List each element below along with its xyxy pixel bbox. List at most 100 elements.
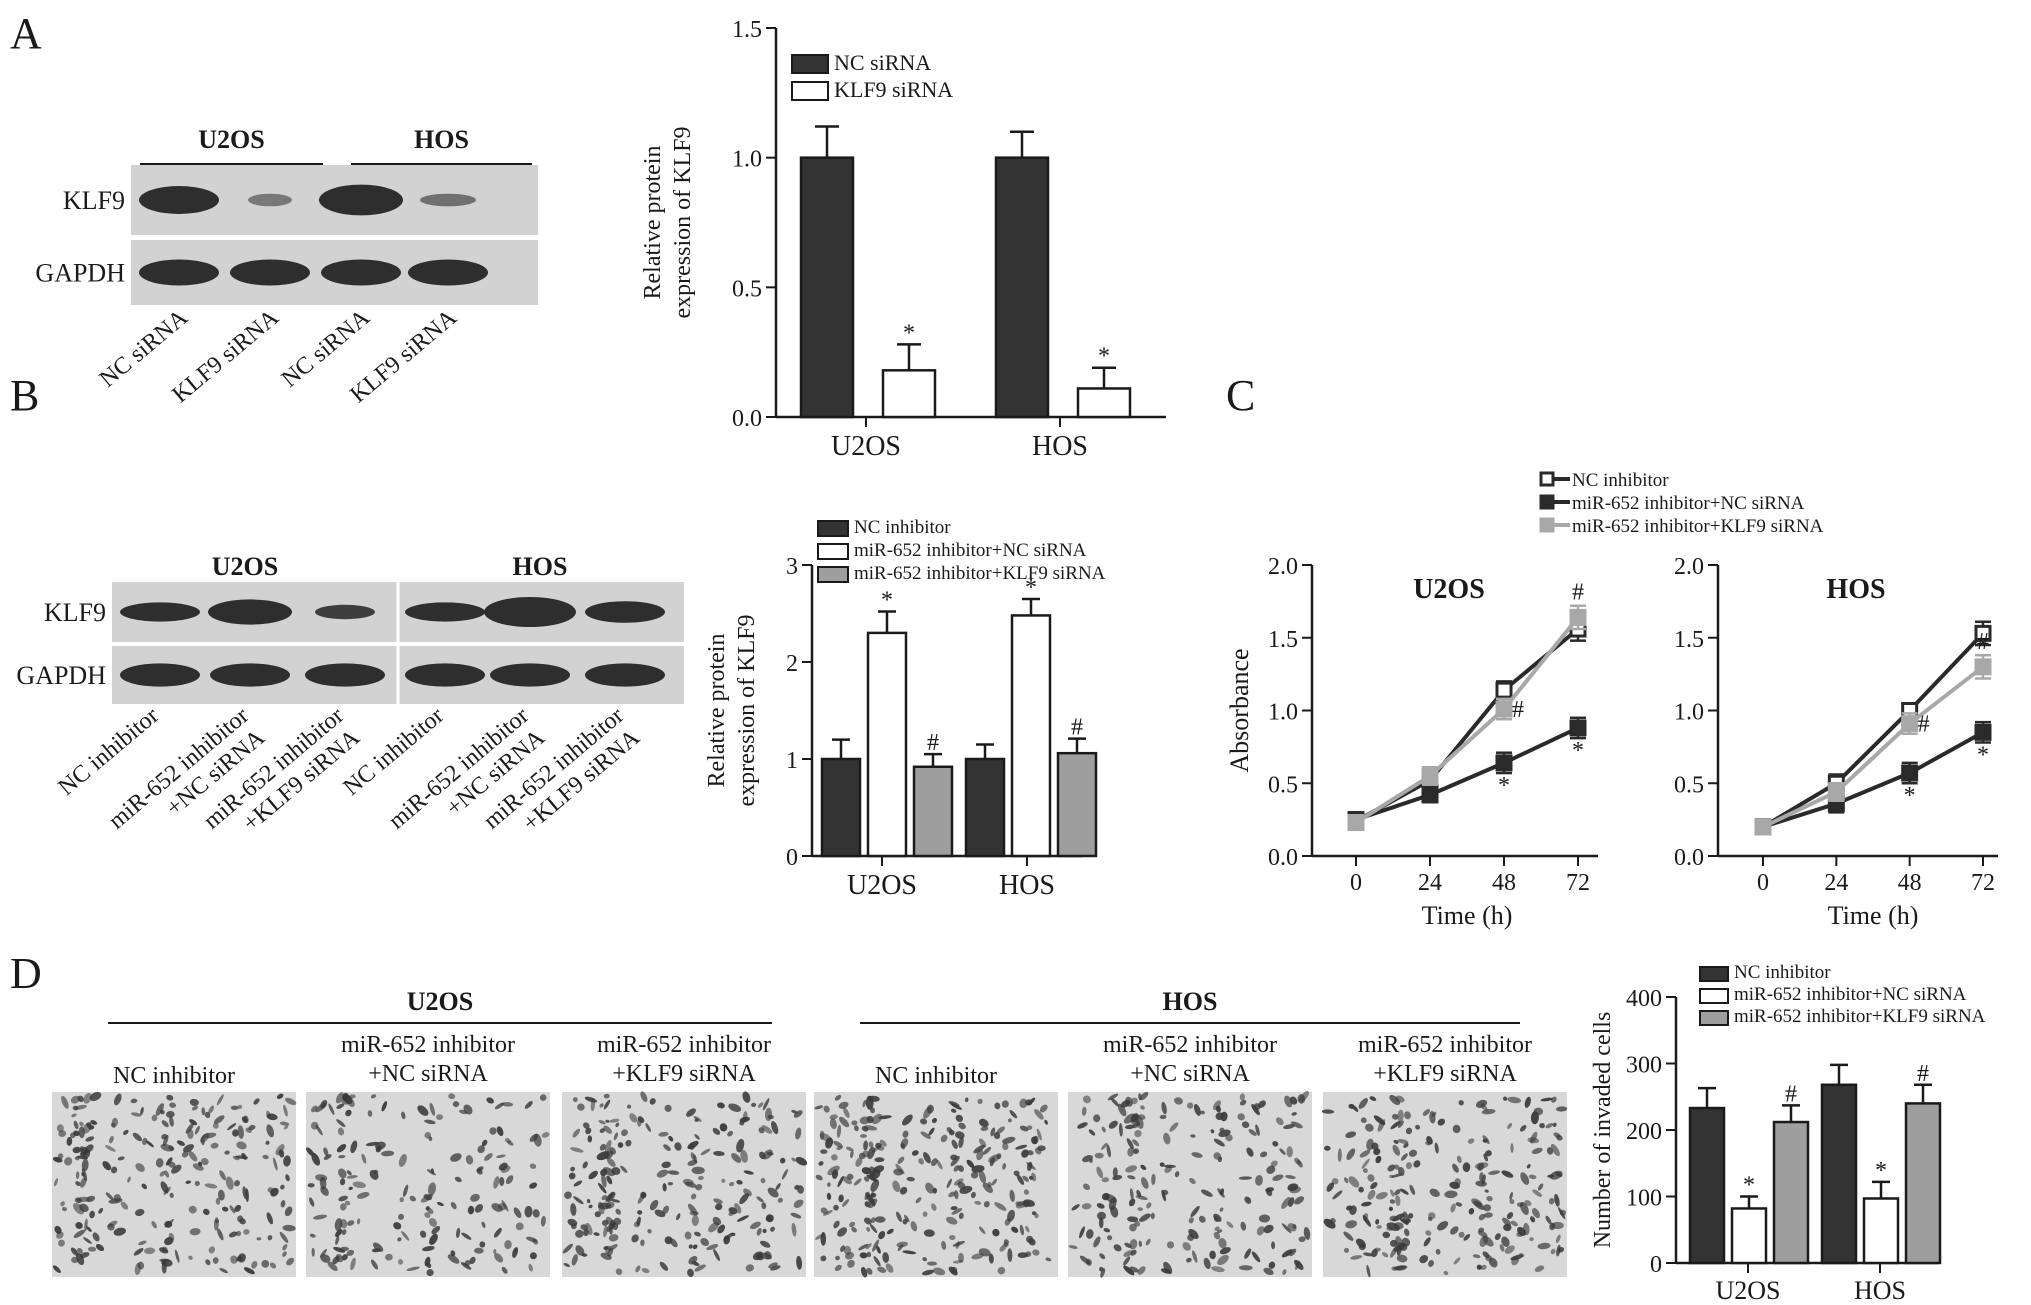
invaded-cell: [866, 1115, 874, 1124]
invaded-cell: [1190, 1134, 1196, 1138]
invaded-cell: [1238, 1176, 1252, 1180]
invaded-cell: [742, 1091, 751, 1103]
invaded-cell: [853, 1178, 862, 1186]
invaded-cell: [52, 1265, 61, 1274]
invaded-cell: [1163, 1261, 1173, 1275]
invaded-cell: [615, 1268, 623, 1275]
invaded-cell: [1126, 1138, 1134, 1150]
invaded-cell: [1241, 1121, 1250, 1129]
invaded-cell: [429, 1102, 436, 1116]
micrograph-label: NC inhibitor: [875, 1063, 997, 1089]
invaded-cell: [795, 1127, 802, 1140]
invaded-cell: [717, 1224, 726, 1234]
invaded-cell: [1218, 1129, 1231, 1138]
invaded-cell: [163, 1186, 171, 1196]
invaded-cell: [1272, 1141, 1279, 1147]
invaded-cell: [283, 1125, 289, 1130]
invaded-cell: [1019, 1224, 1025, 1236]
invaded-cell: [1471, 1198, 1483, 1208]
invaded-cell: [892, 1180, 901, 1193]
y-tick-label: 2: [786, 651, 798, 677]
invaded-cell: [1395, 1195, 1401, 1206]
invaded-cell: [920, 1131, 931, 1139]
invaded-cell: [946, 1127, 953, 1133]
y-tick-label: 1.0: [1268, 700, 1298, 726]
blot-band: [420, 193, 476, 207]
invaded-cell: [765, 1214, 774, 1223]
invaded-cell: [237, 1104, 243, 1110]
invaded-cell: [105, 1192, 114, 1200]
legend-label: NC inhibitor: [1572, 470, 1669, 491]
invaded-cell: [740, 1149, 748, 1163]
invaded-cell: [1443, 1270, 1449, 1276]
invaded-cell: [1348, 1176, 1360, 1188]
invaded-cell: [915, 1197, 922, 1204]
micrograph-label: miR-652 inhibitor: [341, 1032, 515, 1058]
invaded-cell: [791, 1157, 796, 1162]
invaded-cell: [169, 1116, 174, 1127]
invaded-cell: [539, 1094, 547, 1101]
invaded-cell: [829, 1118, 837, 1130]
invaded-cell: [219, 1170, 226, 1181]
invaded-cell: [1019, 1125, 1029, 1132]
invaded-cell: [691, 1261, 700, 1267]
micrograph-label: NC inhibitor: [113, 1063, 235, 1089]
invaded-cell: [1343, 1247, 1350, 1253]
invaded-cell: [603, 1099, 611, 1110]
panel-letter: A: [10, 9, 42, 58]
invaded-cell: [123, 1129, 129, 1135]
invaded-cell: [338, 1168, 347, 1179]
invaded-cell: [189, 1228, 201, 1236]
invaded-cell: [540, 1215, 546, 1227]
invaded-cell: [198, 1161, 202, 1167]
invaded-cell: [926, 1104, 934, 1114]
x-tick-label: U2OS: [847, 870, 917, 901]
invaded-cell: [113, 1227, 126, 1236]
invaded-cell: [760, 1240, 771, 1248]
invaded-cell: [945, 1216, 958, 1225]
invaded-cell: [493, 1249, 497, 1254]
invaded-cell: [1028, 1175, 1034, 1180]
invaded-cell: [1159, 1162, 1165, 1167]
data-point: [1974, 624, 1992, 642]
invaded-cell: [997, 1266, 1006, 1275]
invaded-cell: [1203, 1257, 1211, 1270]
series-line: [1762, 730, 1984, 829]
invaded-cell: [1120, 1100, 1131, 1108]
invaded-cell: [970, 1191, 976, 1199]
invaded-cell: [1112, 1175, 1123, 1181]
invaded-cell: [575, 1245, 585, 1256]
x-tick-label: 72: [1566, 870, 1590, 896]
invaded-cell: [688, 1244, 693, 1249]
invaded-cell: [1036, 1128, 1042, 1141]
invaded-cell: [1458, 1100, 1464, 1106]
invaded-cell: [866, 1251, 872, 1258]
invaded-cell: [422, 1245, 435, 1252]
invaded-cell: [1425, 1230, 1432, 1236]
invaded-cell: [827, 1165, 840, 1176]
invaded-cell: [875, 1142, 882, 1149]
invaded-cell: [1396, 1254, 1408, 1263]
invaded-cell: [662, 1205, 670, 1214]
invaded-cell: [1163, 1164, 1176, 1169]
invaded-cell: [225, 1176, 234, 1190]
invaded-cell: [1363, 1252, 1373, 1257]
bar: [1730, 1207, 1768, 1265]
invaded-cell: [234, 1180, 240, 1187]
invaded-cell: [863, 1176, 870, 1182]
x-axis-label: Time (h): [1422, 901, 1513, 930]
invaded-cell: [424, 1212, 431, 1218]
significance-mark: #: [1785, 1081, 1797, 1107]
invaded-cell: [600, 1252, 612, 1260]
invaded-cell: [791, 1222, 797, 1237]
invaded-cell: [105, 1145, 116, 1152]
invaded-cell: [751, 1102, 757, 1108]
invaded-cell: [664, 1104, 672, 1112]
invaded-cell: [529, 1252, 537, 1260]
invaded-cell: [1375, 1219, 1380, 1225]
invaded-cell: [1429, 1188, 1440, 1197]
invaded-cell: [1488, 1170, 1501, 1175]
invaded-cell: [1507, 1122, 1513, 1130]
invaded-cell: [333, 1246, 346, 1253]
invaded-cell: [1113, 1244, 1122, 1252]
